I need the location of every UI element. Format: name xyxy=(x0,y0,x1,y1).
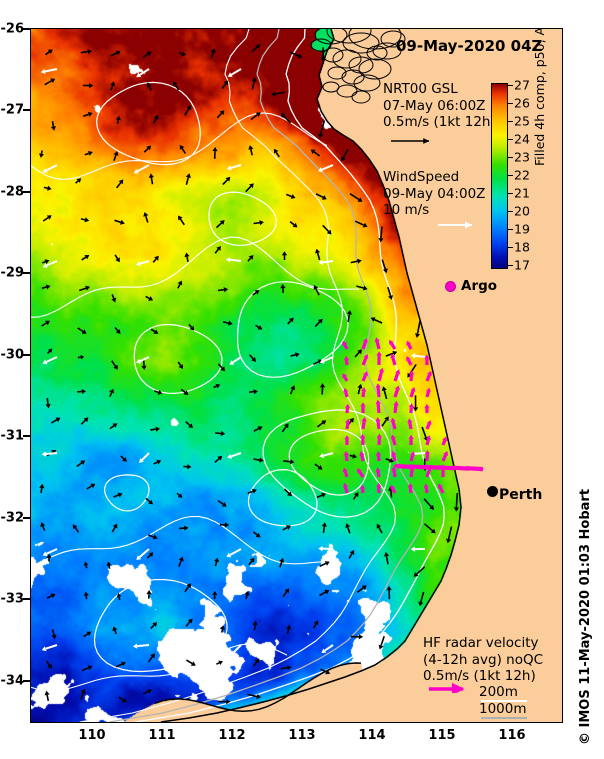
currents-legend-line2: 07-May 06:00Z xyxy=(383,97,486,114)
perth-marker[interactable] xyxy=(487,486,498,497)
y-tick-label: -29 xyxy=(0,265,25,281)
bathymetry-legend: 200m 1000m xyxy=(479,684,527,717)
currents-legend-line1: NRT00 GSL xyxy=(383,81,458,97)
plot-title: 09-May-2020 04Z xyxy=(396,37,543,55)
colorbar-tick-label: 19 xyxy=(514,221,530,237)
bathymetry-1000m-label: 1000m xyxy=(479,700,527,717)
sst-map-plot[interactable]: 09-May-2020 04Z NRT00 GSL 07-May 06:00Z … xyxy=(30,28,563,723)
sst-raster-layer xyxy=(31,29,562,722)
coastline xyxy=(154,29,462,722)
y-tick-label: -27 xyxy=(0,102,25,118)
wind-legend-line1: WindSpeed xyxy=(383,169,460,185)
wind-legend-line2: 09-May 04:00Z xyxy=(383,185,486,202)
y-tick-mark xyxy=(23,28,30,30)
currents-legend-arrow xyxy=(391,137,430,144)
current-vectors xyxy=(39,44,459,705)
y-tick-mark xyxy=(23,517,30,519)
y-tick-mark xyxy=(23,272,30,274)
colorbar-gradient xyxy=(491,83,508,269)
hf-radar-vectors xyxy=(342,337,484,494)
y-tick-mark xyxy=(23,354,30,356)
colorbar-tick-label: 26 xyxy=(514,95,530,111)
wind-legend-arrow xyxy=(438,221,473,229)
x-tick-label: 114 xyxy=(358,728,386,743)
hfradar-legend-arrow xyxy=(429,683,465,693)
colorbar-tick-label: 18 xyxy=(514,239,530,255)
x-tick-label: 112 xyxy=(218,728,246,743)
colorbar-tick-label: 23 xyxy=(514,149,530,165)
colorbar-title: Filled 4h comp, p50, All Sats xyxy=(532,28,547,166)
y-tick-mark xyxy=(23,680,30,682)
wind-legend-line3: 10 m/s xyxy=(383,202,430,218)
perth-label: Perth xyxy=(499,487,543,503)
argo-label: Argo xyxy=(461,278,498,294)
x-tick-label: 110 xyxy=(78,728,106,743)
wind-vectors xyxy=(40,68,426,656)
y-tick-mark xyxy=(23,435,30,437)
bathymetry-1000m-rule xyxy=(481,717,527,719)
x-tick-label: 115 xyxy=(428,728,456,743)
x-tick-label: 116 xyxy=(498,728,526,743)
hfradar-legend-line2: (4-12h avg) noQC xyxy=(423,651,544,668)
y-tick-label: -32 xyxy=(0,510,25,526)
y-tick-label: -30 xyxy=(0,347,25,363)
y-tick-label: -34 xyxy=(0,673,25,689)
y-tick-mark xyxy=(23,191,30,193)
colorbar-tick-label: 17 xyxy=(514,257,530,273)
y-tick-label: -33 xyxy=(0,591,25,607)
y-tick-label: -28 xyxy=(0,184,25,200)
bathymetry-200m-label: 200m xyxy=(479,684,518,700)
y-tick-label: -26 xyxy=(0,21,25,37)
colorbar-tick-label: 27 xyxy=(514,77,530,93)
y-tick-label: -31 xyxy=(0,428,25,444)
copyright-label: © IMOS 11-May-2020 01:03 Hobart xyxy=(578,488,593,745)
colorbar-tick-label: 24 xyxy=(514,131,530,147)
hfradar-legend-line1: HF radar velocity xyxy=(423,635,539,651)
x-tick-label: 113 xyxy=(288,728,316,743)
colorbar-tick-label: 21 xyxy=(514,185,530,201)
map-vector-overlay xyxy=(31,29,484,722)
hfradar-legend: HF radar velocity (4-12h avg) noQC 0.5m/… xyxy=(423,635,543,685)
colorbar-tick-label: 25 xyxy=(514,113,530,129)
currents-legend: NRT00 GSL 07-May 06:00Z 0.5m/s (1kt 12h) xyxy=(383,81,496,147)
currents-legend-line3: 0.5m/s (1kt 12h) xyxy=(383,114,496,130)
x-tick-label: 111 xyxy=(148,728,176,743)
y-axis: -26 -27 -28 -29 -30 -31 -32 -33 -34 xyxy=(0,0,30,759)
argo-marker[interactable] xyxy=(445,281,456,292)
hfradar-legend-line3: 0.5m/s (1kt 12h) xyxy=(423,668,536,684)
colorbar-tick-label: 20 xyxy=(514,203,530,219)
y-tick-mark xyxy=(23,598,30,600)
wind-legend: WindSpeed 09-May 04:00Z 10 m/s xyxy=(383,169,485,219)
colorbar-tick-label: 22 xyxy=(514,167,530,183)
y-tick-mark xyxy=(23,109,30,111)
bathymetry-200m-rule xyxy=(481,700,527,702)
